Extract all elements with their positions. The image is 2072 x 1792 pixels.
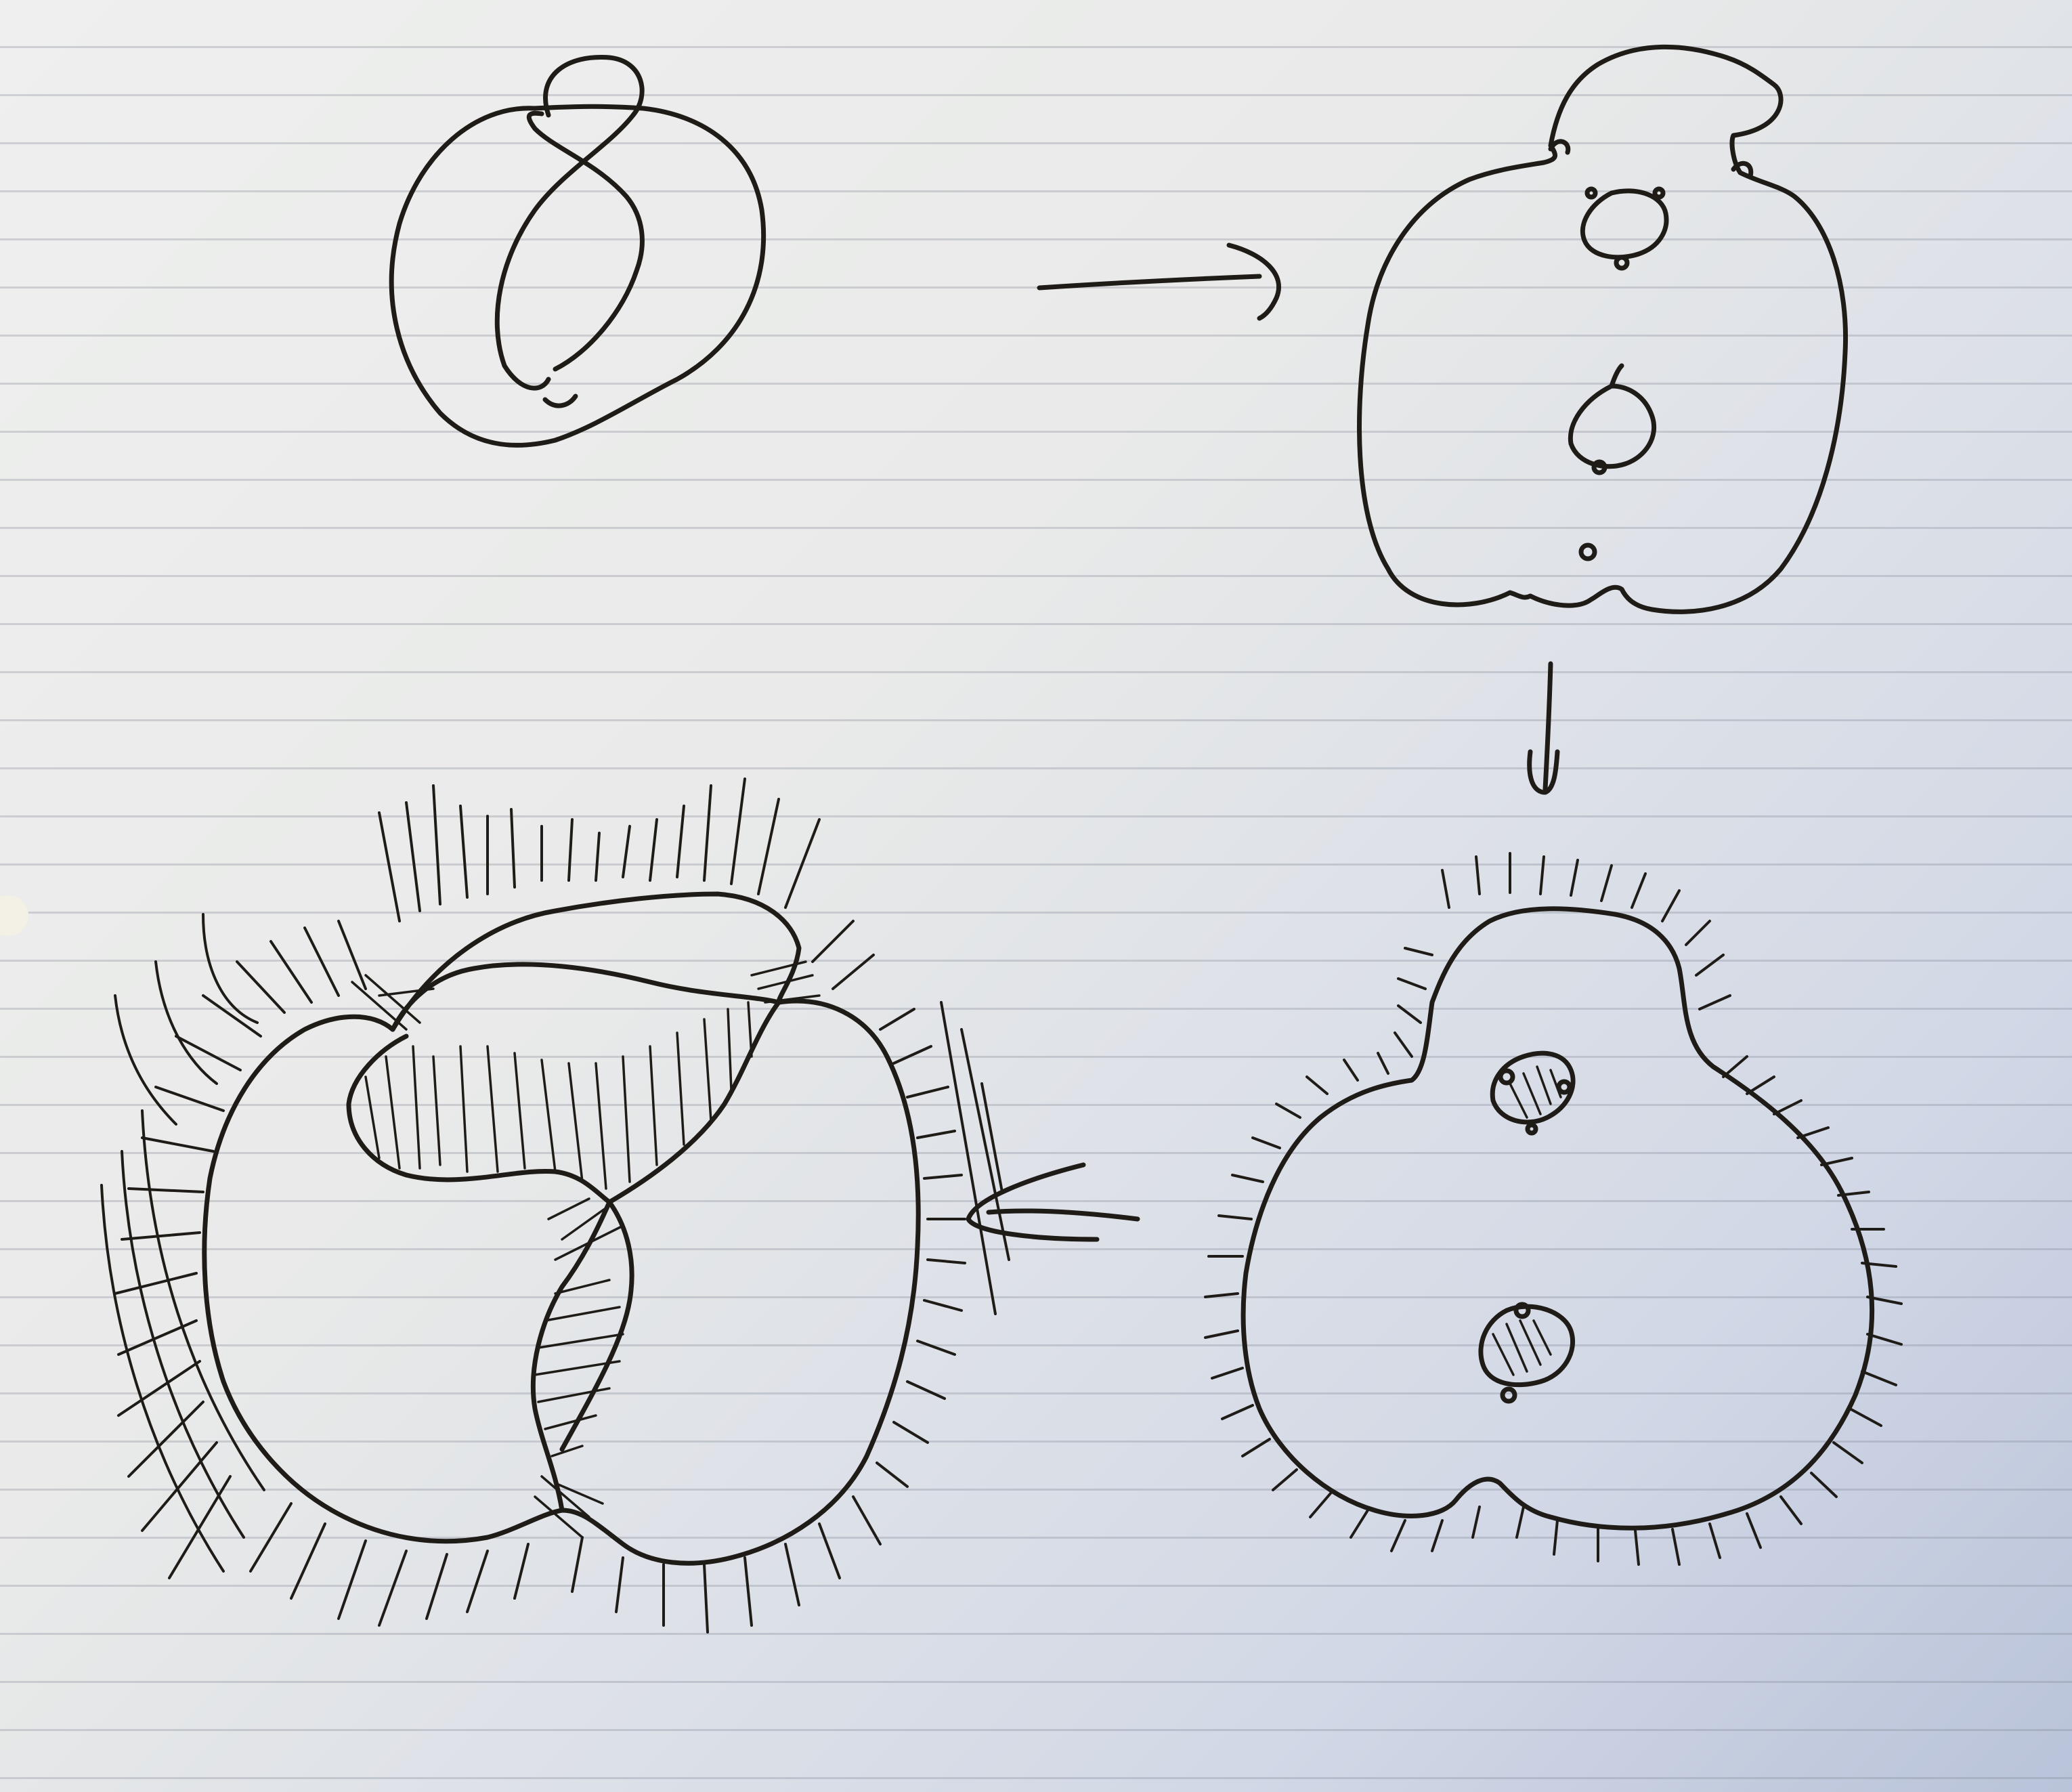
- arrow-right-1: [1037, 242, 1281, 321]
- thickened-surface: [1204, 852, 1903, 1566]
- figure-eight-knot: [389, 54, 767, 448]
- knot-complement-shaded: [100, 777, 1010, 1634]
- punctured-surface: [1357, 44, 1849, 614]
- arrow-left-1: [966, 1162, 1140, 1242]
- arrow-down-1: [1527, 661, 1560, 795]
